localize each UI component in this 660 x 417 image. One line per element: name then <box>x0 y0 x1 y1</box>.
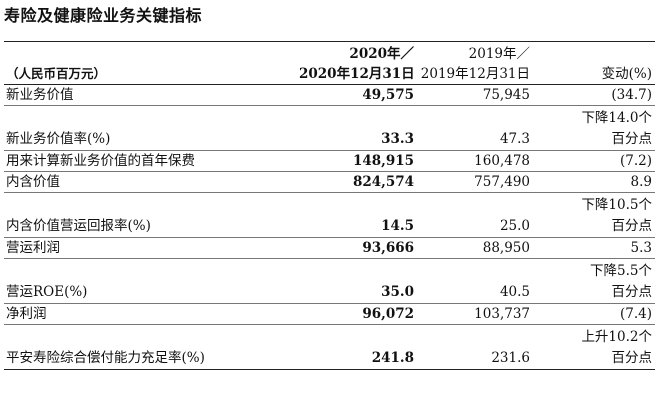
change-line1: 下降10.5个 <box>581 197 652 213</box>
table-row: 用来计算新业务价值的首年保费 148,915 160,478 (7.2) <box>4 150 655 172</box>
header-2020: 2020年／ 2020年12月31日 <box>297 41 417 85</box>
change-line2: 百分点 <box>611 131 653 147</box>
value-change: (7.4) <box>533 303 655 325</box>
value-2019: 40.5 <box>417 258 533 304</box>
row-label: 营运利润 <box>4 237 297 259</box>
key-indicators-table: （人民币百万元） 2020年／ 2020年12月31日 2019年／ 2019年… <box>4 41 655 370</box>
unit-label: （人民币百万元） <box>4 41 297 85</box>
table-row: 新业务价值 49,575 75,945 (34.7) <box>4 84 655 106</box>
table-row: 营运ROE(%) 35.0 40.5 下降5.5个 百分点 <box>4 258 655 304</box>
value-2019: 231.6 <box>417 324 533 370</box>
value-change: 下降10.5个 百分点 <box>533 192 655 238</box>
value-2020: 824,574 <box>297 171 417 193</box>
table-row: 营运利润 93,666 88,950 5.3 <box>4 237 655 259</box>
change-line1: 下降5.5个 <box>590 263 652 279</box>
row-label: 新业务价值率(%) <box>4 105 297 151</box>
value-2020: 93,666 <box>297 237 417 259</box>
value-2020: 35.0 <box>297 258 417 304</box>
header-change: 变动(%) <box>533 41 655 85</box>
value-2020: 96,072 <box>297 303 417 325</box>
change-line2: 百分点 <box>611 350 653 366</box>
header-2019-line1: 2019年／ <box>468 46 530 62</box>
value-2020: 14.5 <box>297 192 417 238</box>
value-2020: 241.8 <box>297 324 417 370</box>
table-row: 新业务价值率(%) 33.3 47.3 下降14.0个 百分点 <box>4 105 655 151</box>
row-label: 新业务价值 <box>4 84 297 106</box>
value-2019: 88,950 <box>417 237 533 259</box>
value-change: (34.7) <box>533 84 655 106</box>
value-change: (7.2) <box>533 150 655 172</box>
row-label: 营运ROE(%) <box>4 258 297 304</box>
value-change: 下降14.0个 百分点 <box>533 105 655 151</box>
row-label: 内含价值营运回报率(%) <box>4 192 297 238</box>
table-row: 净利润 96,072 103,737 (7.4) <box>4 303 655 325</box>
table-row: 内含价值营运回报率(%) 14.5 25.0 下降10.5个 百分点 <box>4 192 655 238</box>
table-row: 平安寿险综合偿付能力充足率(%) 241.8 231.6 上升10.2个 百分点 <box>4 324 655 370</box>
value-change: 上升10.2个 百分点 <box>533 324 655 370</box>
value-2019: 75,945 <box>417 84 533 106</box>
value-2019: 47.3 <box>417 105 533 151</box>
row-label: 净利润 <box>4 303 297 325</box>
header-2020-line1: 2020年／ <box>349 46 414 62</box>
row-label: 平安寿险综合偿付能力充足率(%) <box>4 324 297 370</box>
table-row: 内含价值 824,574 757,490 8.9 <box>4 171 655 193</box>
header-2020-line2: 2020年12月31日 <box>299 66 415 82</box>
value-2019: 103,737 <box>417 303 533 325</box>
value-2020: 33.3 <box>297 105 417 151</box>
row-label: 内含价值 <box>4 171 297 193</box>
value-change: 下降5.5个 百分点 <box>533 258 655 304</box>
value-change: 8.9 <box>533 171 655 193</box>
table-header-row: （人民币百万元） 2020年／ 2020年12月31日 2019年／ 2019年… <box>4 41 655 85</box>
header-2019: 2019年／ 2019年12月31日 <box>417 41 533 85</box>
value-2019: 25.0 <box>417 192 533 238</box>
value-2019: 160,478 <box>417 150 533 172</box>
value-2020: 49,575 <box>297 84 417 106</box>
value-2020: 148,915 <box>297 150 417 172</box>
value-change: 5.3 <box>533 237 655 259</box>
page-title: 寿险及健康险业务关键指标 <box>4 6 203 25</box>
change-line2: 百分点 <box>611 218 653 234</box>
change-line1: 下降14.0个 <box>581 110 652 126</box>
value-2019: 757,490 <box>417 171 533 193</box>
change-line1: 上升10.2个 <box>581 329 652 345</box>
row-label: 用来计算新业务价值的首年保费 <box>4 150 297 172</box>
change-line2: 百分点 <box>611 284 653 300</box>
header-2019-line2: 2019年12月31日 <box>420 66 530 82</box>
unit-text: （人民币百万元） <box>6 66 107 81</box>
